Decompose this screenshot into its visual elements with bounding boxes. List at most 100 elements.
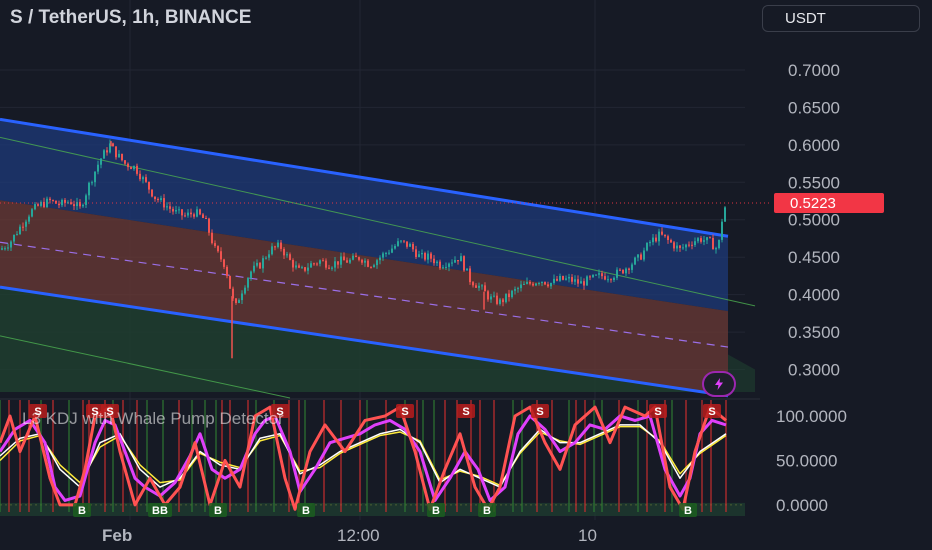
candle-body [88, 182, 90, 196]
oversold-band [0, 502, 745, 516]
candle-body [307, 267, 309, 271]
candle-body [196, 209, 198, 217]
candle-body [655, 237, 657, 242]
candle-body [658, 231, 660, 242]
candle-body [130, 167, 132, 170]
price-tick-label: 0.5000 [788, 211, 840, 230]
candle-body [43, 201, 45, 208]
candle-body [592, 274, 594, 278]
candle-body [157, 199, 159, 201]
candle-body [241, 293, 243, 301]
candle-body [289, 254, 291, 260]
candle-body [151, 189, 153, 197]
candle-body [1, 248, 3, 250]
candle-body [211, 232, 213, 244]
candle-body [121, 153, 123, 161]
candle-body [385, 253, 387, 255]
middle-channel-fill [0, 200, 728, 396]
price-tick-label: 0.4000 [788, 286, 840, 305]
candle-body [343, 256, 345, 261]
candle-body [586, 276, 588, 286]
candle-body [94, 171, 96, 183]
time-axis[interactable]: Feb 12:00 10 [102, 526, 597, 545]
candle-body [433, 258, 435, 264]
candle-body [295, 265, 297, 268]
candle-body [397, 241, 399, 246]
candle-body [205, 217, 207, 219]
signal-badge [29, 404, 47, 418]
candle-body [232, 288, 234, 299]
candle-body [532, 283, 534, 286]
candle-body [724, 207, 726, 222]
candle-body [247, 278, 249, 288]
candle-body [547, 284, 549, 287]
candle-body [622, 269, 624, 274]
candle-body [412, 243, 414, 250]
candle-body [445, 266, 447, 268]
candle-body [166, 206, 168, 208]
candle-body [520, 284, 522, 289]
candle-body [31, 209, 33, 217]
candle-body [514, 289, 516, 291]
candle-body [118, 153, 120, 158]
candle-body [208, 218, 210, 233]
candle-body [331, 267, 333, 269]
candle-body [238, 300, 240, 304]
candle-body [421, 253, 423, 255]
candle-body [178, 209, 180, 211]
candle-body [409, 243, 411, 247]
candle-body [508, 293, 510, 298]
candle-body [127, 163, 129, 168]
signal-label: S [106, 406, 113, 418]
candle-body [46, 198, 48, 208]
currency-button[interactable]: USDT [762, 5, 920, 32]
price-tick-label: 0.6000 [788, 136, 840, 155]
candle-body [565, 278, 567, 280]
kdj-series-j [0, 425, 727, 487]
indicator-tick-label: 0.0000 [776, 496, 828, 515]
signal-label: S [91, 406, 98, 418]
candle-body [112, 143, 114, 147]
candle-body [340, 256, 342, 265]
signal-label: S [401, 406, 408, 418]
candle-body [379, 257, 381, 261]
indicator-title[interactable]: L3 KDJ with Whale Pump Detector [22, 409, 284, 428]
candle-body [625, 268, 627, 274]
candle-body [472, 282, 474, 286]
candle-body [556, 278, 558, 281]
candle-body [499, 299, 501, 304]
signal-label: S [276, 406, 283, 418]
candle-body [100, 158, 102, 165]
candle-body [634, 257, 636, 265]
candle-body [220, 251, 222, 260]
channel-mid-dashed [0, 241, 729, 348]
candle-body [640, 254, 642, 260]
candle-body [139, 173, 141, 180]
candle-body [601, 273, 603, 277]
candle-body [292, 259, 294, 268]
candle-body [454, 259, 456, 263]
candle-body [259, 262, 261, 269]
signal-label: S [536, 406, 543, 418]
signal-label: BB [152, 505, 168, 517]
candle-body [526, 281, 528, 284]
price-axis[interactable]: 0.7000 0.6500 0.6000 0.5500 0.5000 0.4500 0.40… [776, 61, 847, 515]
candle-body [28, 216, 30, 222]
signal-badge [209, 503, 227, 517]
candle-body [85, 195, 87, 205]
candle-body [370, 266, 372, 268]
candle-body [352, 255, 354, 260]
candle-body [25, 221, 27, 227]
kdj-indicator: S S S S S S S S SB BB B B B B B [0, 398, 760, 517]
flash-button[interactable] [702, 371, 736, 397]
candle-body [301, 267, 303, 269]
signal-label: S [34, 406, 41, 418]
candle-body [355, 255, 357, 258]
candle-body [430, 253, 432, 259]
candle-body [283, 248, 285, 256]
candle-body [427, 253, 429, 260]
signal-badge [73, 503, 91, 517]
channel-upper-line [0, 117, 729, 238]
candle-body [313, 263, 315, 265]
